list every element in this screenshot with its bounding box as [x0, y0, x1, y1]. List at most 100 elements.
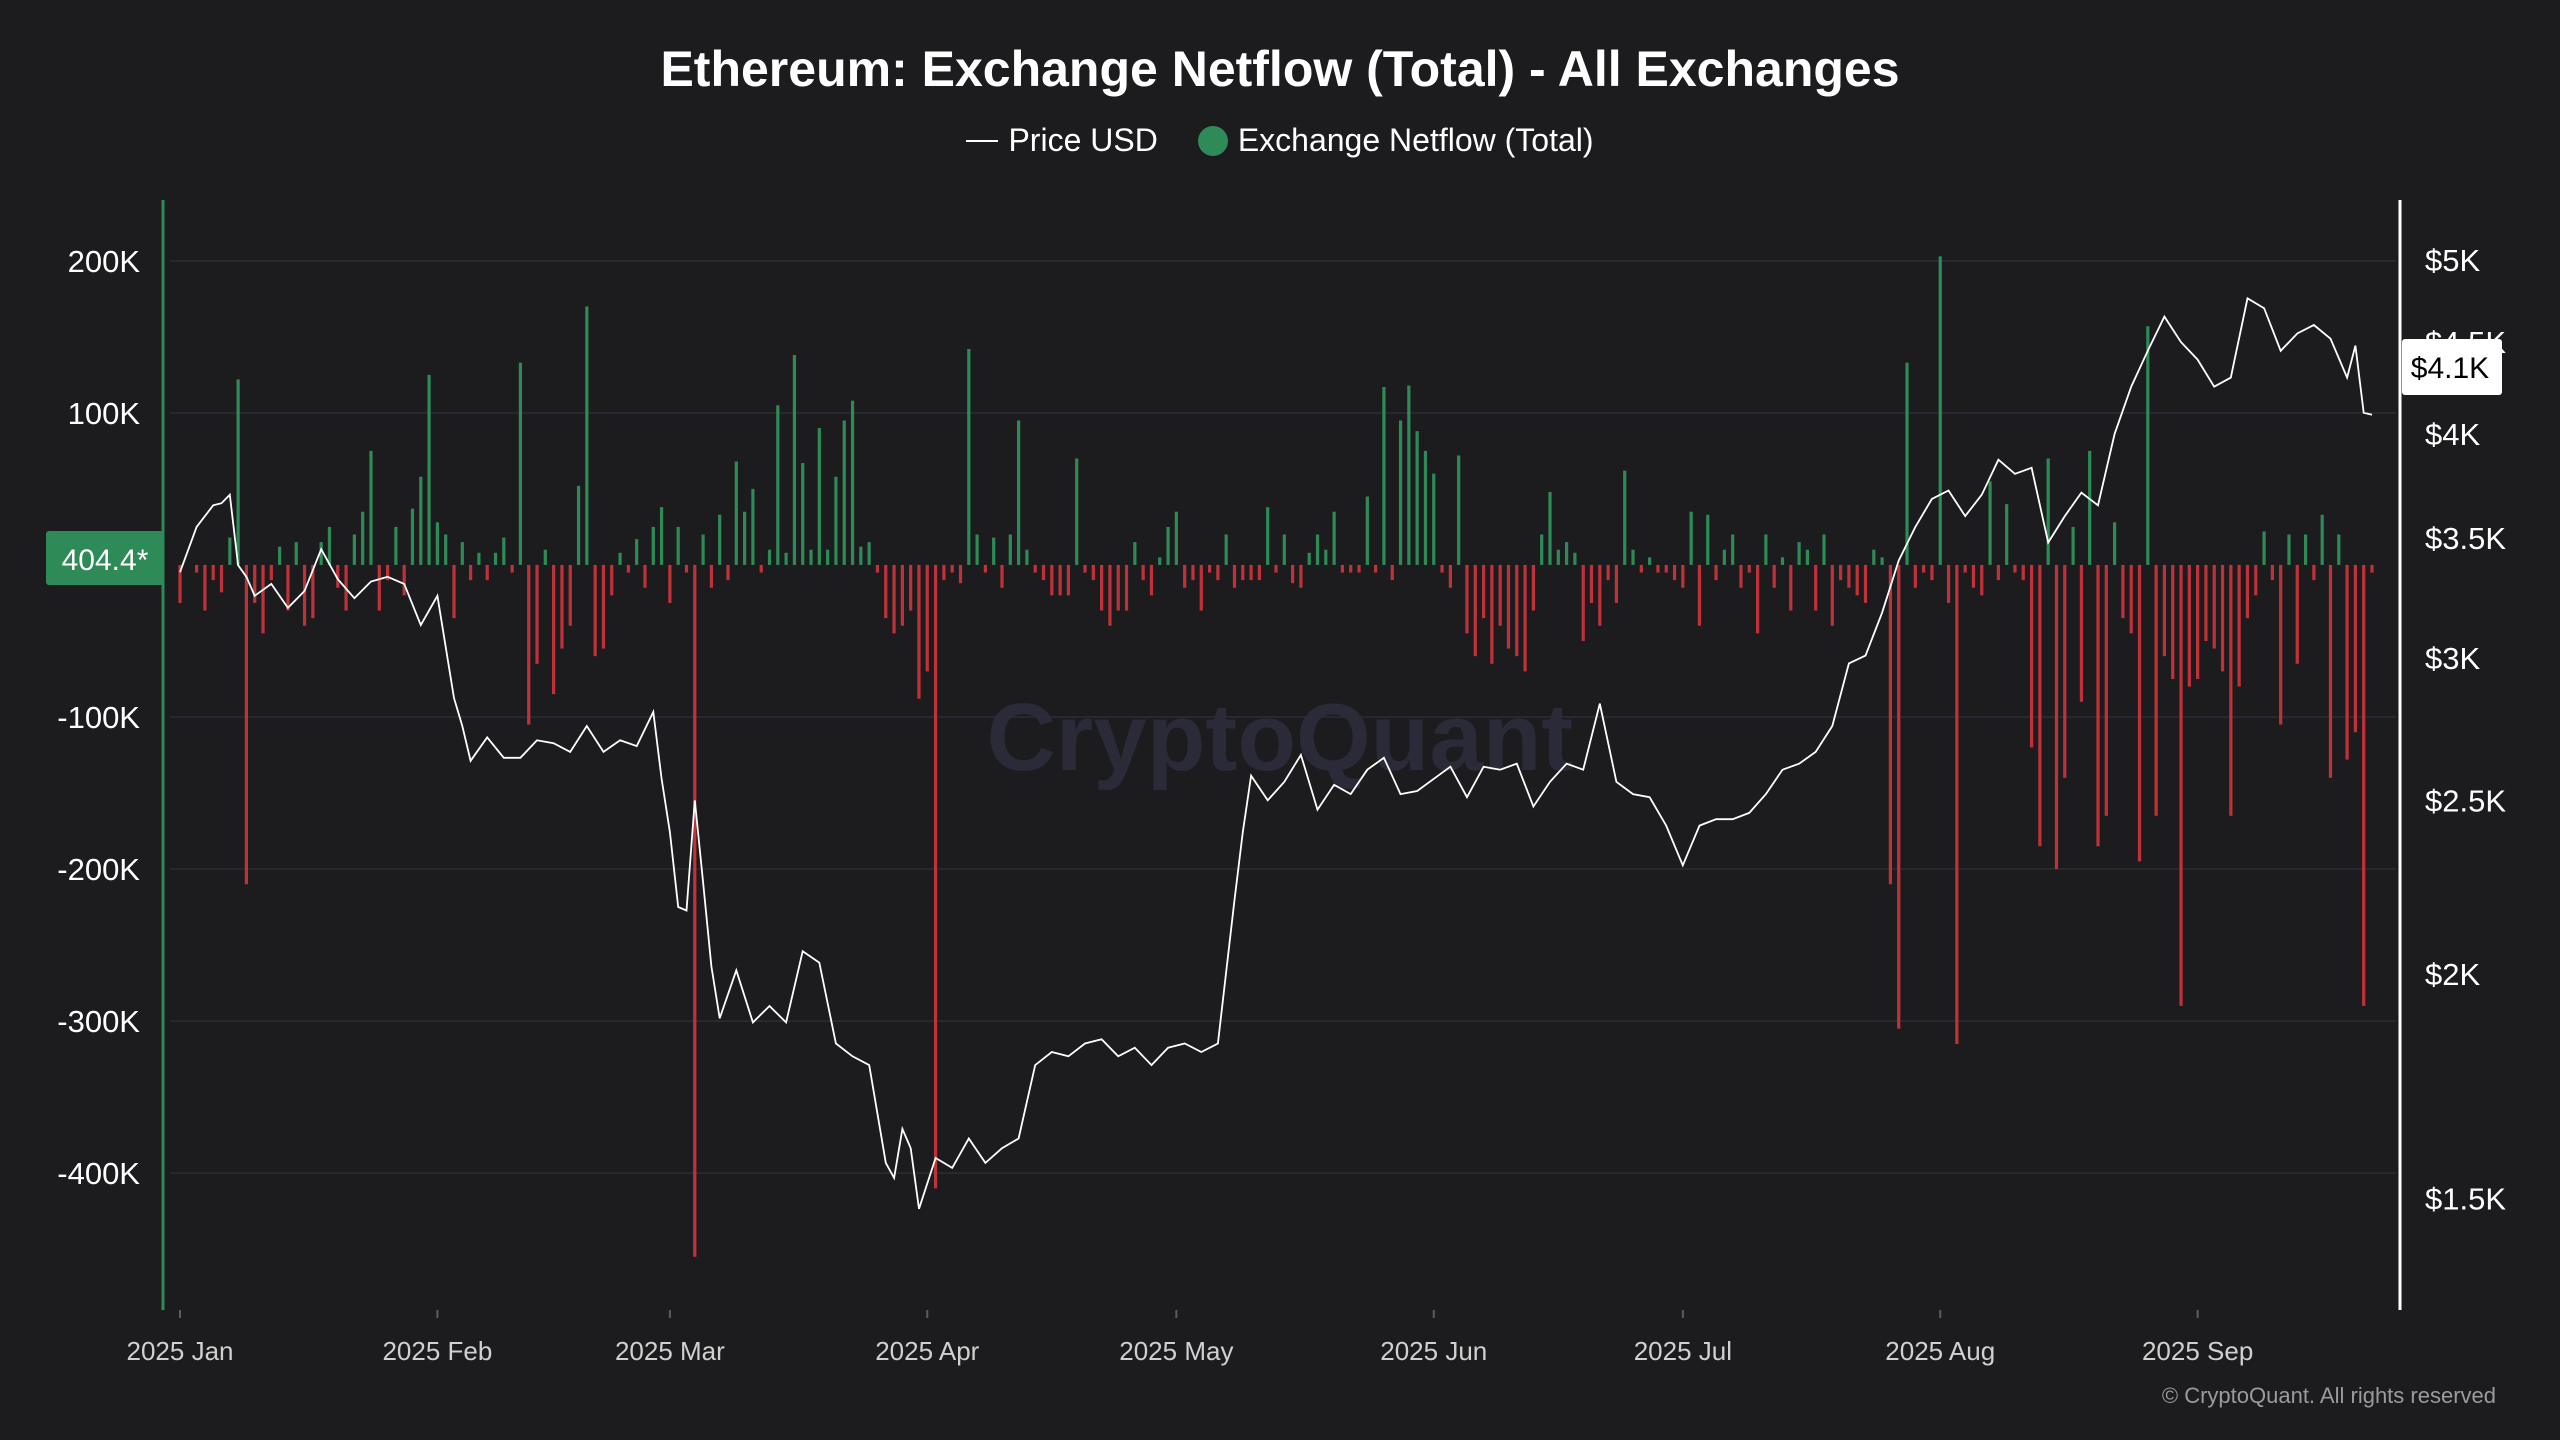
netflow-bar-outflow: [1581, 564, 1585, 641]
netflow-bar-outflow: [1374, 564, 1378, 573]
netflow-bar-outflow: [643, 564, 647, 588]
right-tick-label: $1.5K: [2425, 1181, 2506, 1216]
netflow-current-label: 404.4*: [62, 544, 149, 577]
netflow-bar-outflow: [385, 564, 390, 581]
netflow-bar-outflow: [1598, 564, 1602, 626]
netflow-bar-outflow: [933, 564, 938, 1189]
netflow-bar-outflow: [1349, 564, 1353, 573]
x-tick-label: 2025 Feb: [382, 1336, 492, 1366]
netflow-bar-outflow: [1789, 564, 1793, 611]
netflow-bar-inflow: [1689, 511, 1693, 565]
netflow-bar-outflow: [1971, 564, 1976, 588]
netflow-bar-outflow: [1124, 564, 1129, 611]
netflow-bar-inflow: [1075, 458, 1079, 565]
netflow-bar-outflow: [1083, 564, 1087, 573]
netflow-bar-inflow: [776, 405, 780, 565]
netflow-bar-outflow: [1955, 564, 1959, 1044]
netflow-bar-outflow: [1207, 564, 1212, 573]
netflow-bar-outflow: [1839, 564, 1843, 581]
netflow-bar-outflow: [2370, 564, 2374, 573]
netflow-bar-outflow: [336, 564, 340, 588]
netflow-bar-outflow: [2171, 564, 2175, 679]
x-tick-label: 2025 Mar: [615, 1336, 725, 1366]
netflow-bar-outflow: [2279, 564, 2283, 725]
netflow-bar-outflow: [402, 564, 406, 596]
netflow-bar-outflow: [469, 564, 473, 581]
netflow-bar-inflow: [1398, 420, 1403, 565]
legend-item-netflow[interactable]: Exchange Netflow (Total): [1197, 122, 1594, 159]
netflow-bar-outflow: [1183, 564, 1187, 588]
legend-item-price[interactable]: Price USD: [966, 122, 1158, 159]
netflow-bar-inflow: [842, 420, 846, 565]
netflow-bar-inflow: [635, 539, 639, 565]
netflow-bar-outflow: [1091, 564, 1095, 581]
netflow-bar-outflow: [527, 564, 531, 725]
right-axis-ticks: $5K$4.5K$4K$3.5K$3K$2.5K$2K$1.5K: [2425, 243, 2506, 1216]
netflow-bar-outflow: [917, 564, 921, 699]
netflow-bar-inflow: [1988, 481, 1992, 565]
netflow-bar-outflow: [2196, 564, 2200, 679]
netflow-bar-inflow: [1457, 455, 1461, 565]
netflow-bar-outflow: [510, 564, 514, 573]
netflow-bar-inflow: [1822, 534, 1826, 565]
netflow-bar-outflow: [286, 564, 290, 611]
netflow-bar-outflow: [909, 564, 913, 611]
netflow-bar-inflow: [784, 552, 788, 565]
netflow-bar-inflow: [834, 476, 838, 565]
netflow-bar-outflow: [1232, 564, 1237, 588]
netflow-bar-outflow: [261, 564, 265, 634]
netflow-bar-outflow: [2187, 564, 2191, 687]
netflow-bar-inflow: [1174, 511, 1178, 565]
netflow-bar-inflow: [2262, 531, 2266, 565]
netflow-bar-inflow: [294, 542, 298, 565]
netflow-bar-inflow: [618, 552, 622, 565]
netflow-bar-outflow: [2029, 564, 2034, 748]
netflow-bar-inflow: [2071, 526, 2075, 565]
netflow-bar-outflow: [1465, 564, 1469, 634]
left-tick-label: -300K: [57, 1004, 140, 1039]
netflow-bar-outflow: [203, 564, 207, 611]
netflow-bar-outflow: [219, 564, 224, 593]
netflow-bar-outflow: [2179, 564, 2183, 1006]
netflow-bar-outflow: [950, 564, 954, 573]
legend-label-netflow: Exchange Netflow (Total): [1237, 122, 1594, 158]
netflow-bar-inflow: [369, 450, 373, 565]
netflow-bar-outflow: [2328, 564, 2333, 778]
netflow-bar-outflow: [726, 564, 730, 581]
netflow-bar-inflow: [2337, 534, 2341, 565]
netflow-bar-outflow: [2220, 564, 2225, 672]
legend-label-price: Price USD: [1008, 122, 1158, 158]
netflow-bar-outflow: [2345, 564, 2349, 760]
netflow-bar-inflow: [2005, 504, 2009, 565]
netflow-bar-outflow: [1996, 564, 2000, 581]
x-tick-label: 2025 Aug: [1885, 1336, 1995, 1366]
netflow-bar-outflow: [1697, 564, 1702, 626]
netflow-bar-outflow: [892, 564, 896, 634]
netflow-bar-inflow: [1540, 534, 1544, 565]
netflow-bar-inflow: [767, 549, 772, 565]
x-axis-ticks: 2025 Jan 2025 Feb 2025 Mar 2025 Apr 2025 May…: [127, 1310, 2253, 1366]
netflow-bar-outflow: [2212, 564, 2216, 649]
netflow-bar-inflow: [394, 526, 398, 565]
netflow-bar-outflow: [302, 564, 307, 626]
right-tick-label: $3.5K: [2425, 521, 2506, 556]
x-tick-label: 2025 Jun: [1380, 1336, 1487, 1366]
netflow-bar-inflow: [751, 488, 755, 565]
netflow-bar-outflow: [485, 564, 489, 581]
netflow-bar-inflow: [2113, 522, 2117, 565]
netflow-bar-outflow: [1108, 564, 1112, 626]
netflow-bar-outflow: [311, 564, 315, 619]
netflow-bar-outflow: [211, 564, 215, 581]
netflow-bar-outflow: [2137, 564, 2142, 862]
netflow-bar-inflow: [701, 534, 705, 565]
netflow-bar-outflow: [900, 564, 904, 626]
netflow-bar-inflow: [1872, 549, 1876, 565]
netflow-bar-outflow: [2079, 564, 2083, 702]
left-axis-ticks: 200K 100K -100K -200K -300K -400K: [57, 244, 140, 1191]
netflow-bar-outflow: [1614, 564, 1619, 603]
netflow-bar-inflow: [1017, 420, 1021, 565]
netflow-bar-outflow: [1739, 564, 1743, 588]
netflow-bar-outflow: [1980, 564, 1984, 596]
right-tick-label: $3K: [2425, 641, 2480, 676]
